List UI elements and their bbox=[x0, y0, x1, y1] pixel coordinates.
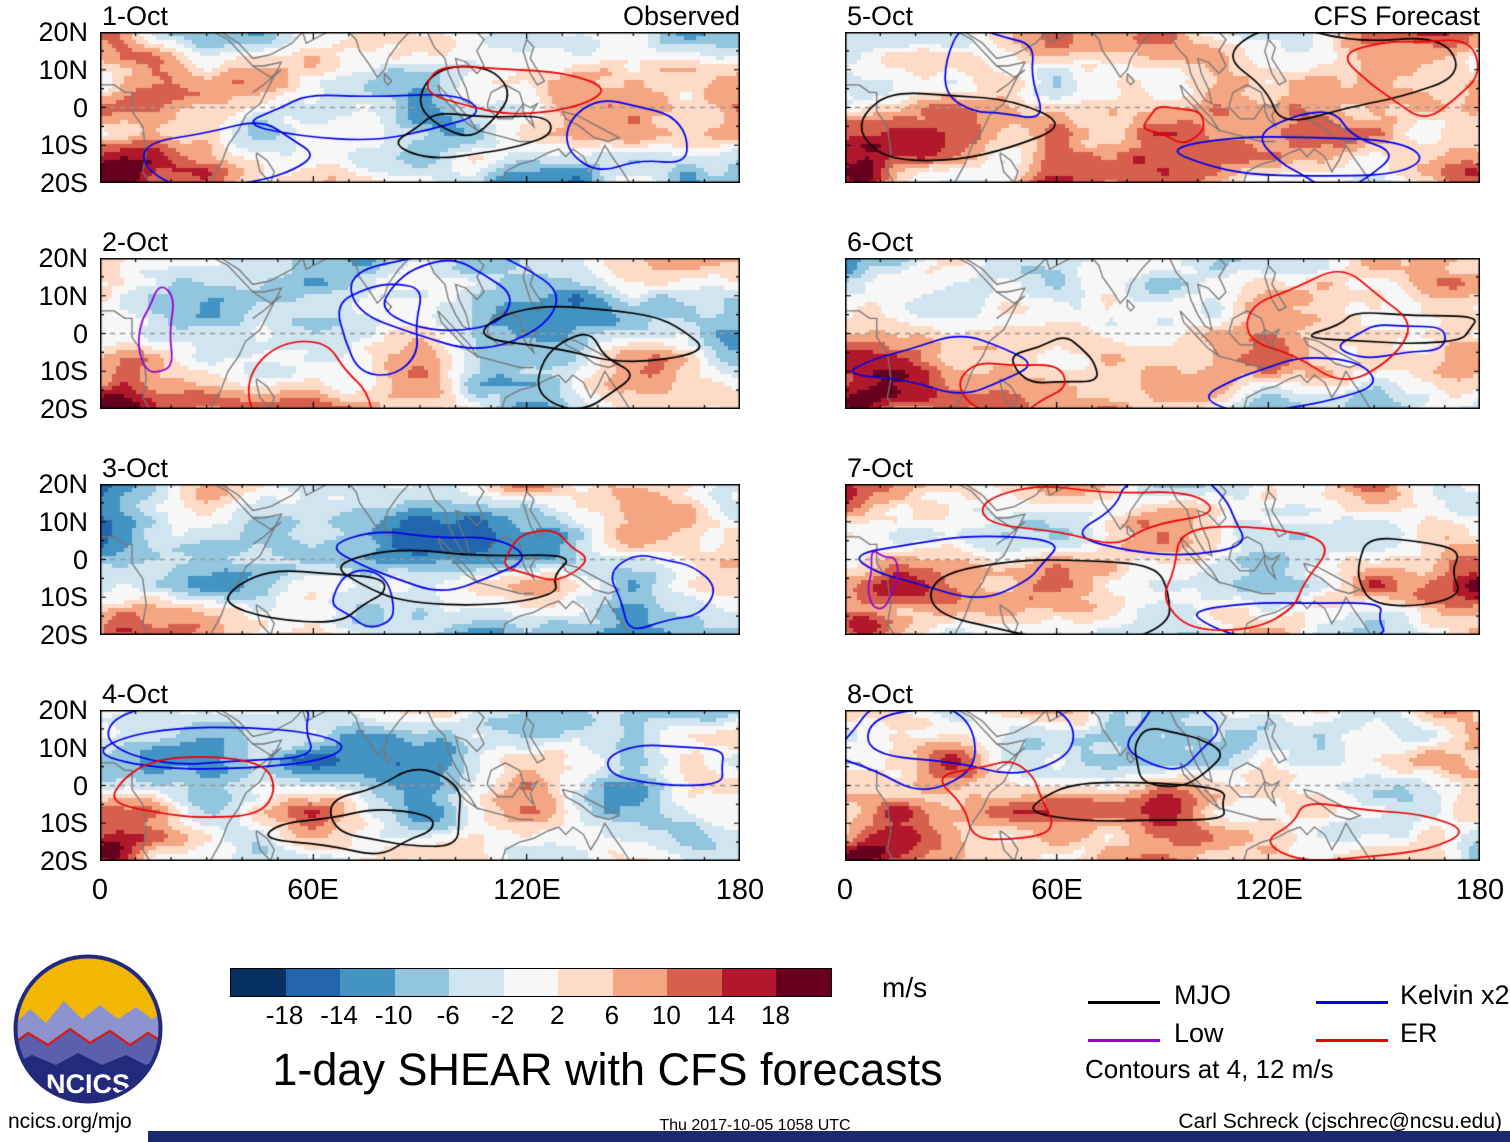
x-tick-label: 60E bbox=[287, 874, 339, 906]
colorbar-segment bbox=[721, 969, 777, 996]
map-panel-1oct: 1-Oct Observed bbox=[100, 1, 740, 183]
panel-date-label: 5-Oct bbox=[847, 1, 914, 31]
y-tick-label: 10N bbox=[38, 280, 88, 311]
y-tick-label: 20N bbox=[38, 17, 88, 47]
y-tick-label: 20N bbox=[38, 469, 88, 499]
colorbar-tick-label: -14 bbox=[320, 1000, 358, 1030]
panel-date-label: 3-Oct bbox=[102, 453, 169, 483]
ncics-logo: NCICS bbox=[13, 954, 163, 1104]
chart-title: 1-day SHEAR with CFS forecasts bbox=[272, 1044, 943, 1095]
y-tick-label: 20N bbox=[38, 243, 88, 273]
colorbar-segment bbox=[503, 969, 559, 996]
colorbar-segment bbox=[776, 969, 832, 996]
y-tick-label: 20N bbox=[38, 695, 88, 725]
panel-date-label: 2-Oct bbox=[102, 227, 169, 257]
x-tick-label: 120E bbox=[493, 874, 561, 906]
forecast-column-title: CFS Forecast bbox=[1313, 1, 1480, 31]
x-tick-label: 60E bbox=[1031, 874, 1083, 906]
logo-ring bbox=[13, 954, 163, 1104]
map-panel-4oct: 4-Oct bbox=[100, 679, 740, 861]
y-tick-label: 10S bbox=[39, 130, 88, 161]
colorbar-segment bbox=[340, 969, 395, 996]
y-tick-label: 10N bbox=[38, 54, 88, 85]
y-tick-label: 20S bbox=[39, 168, 88, 198]
colorbar-segment bbox=[612, 969, 668, 996]
colorbar-tick-label: 6 bbox=[604, 1000, 620, 1030]
y-tick-label: 0 bbox=[72, 92, 88, 123]
y-tick-label: 20S bbox=[39, 620, 88, 650]
panel-date-label: 6-Oct bbox=[847, 227, 914, 257]
y-tick-label: 0 bbox=[72, 544, 88, 575]
panel-date-label: 1-Oct bbox=[102, 1, 169, 31]
x-tick-label: 180 bbox=[715, 874, 765, 906]
low-legend-label: Low bbox=[1174, 1018, 1224, 1048]
map-panel-6oct: 6-Oct bbox=[845, 227, 1480, 409]
bottom-accent-bar bbox=[148, 1131, 1510, 1142]
footer-timestamp: Thu 2017-10-05 1058 UTC bbox=[659, 1117, 851, 1134]
map-panel-5oct: 5-Oct CFS Forecast bbox=[845, 1, 1480, 183]
mjo-line-sample bbox=[1088, 1001, 1160, 1004]
y-tick-label: 10S bbox=[39, 808, 88, 839]
colorbar-tick-label: 10 bbox=[651, 1000, 681, 1030]
observed-column-title: Observed bbox=[622, 1, 740, 31]
y-tick-label: 20S bbox=[39, 394, 88, 424]
kelvin-line-sample bbox=[1316, 1001, 1388, 1004]
colorbar-tick-label: 14 bbox=[706, 1000, 736, 1030]
map-panel-3oct: 3-Oct bbox=[100, 453, 740, 635]
shear-map-canvas bbox=[100, 484, 740, 635]
colorbar-tick-label: -6 bbox=[436, 1000, 460, 1030]
colorbar-segment bbox=[394, 969, 450, 996]
panel-date-label: 8-Oct bbox=[847, 679, 914, 709]
colorbar-segment bbox=[449, 969, 504, 996]
y-tick-label: 20S bbox=[39, 846, 88, 876]
y-tick-label: 10N bbox=[38, 732, 88, 763]
colorbar-tick-label: -2 bbox=[491, 1000, 515, 1030]
kelvin-legend-label: Kelvin x2 bbox=[1400, 980, 1510, 1010]
shear-map-canvas bbox=[845, 32, 1480, 183]
panel-date-label: 7-Oct bbox=[847, 453, 914, 483]
map-panel-7oct: 7-Oct bbox=[845, 453, 1480, 635]
shear-map-canvas bbox=[100, 258, 740, 409]
footer-credit: Carl Schreck (cjschrec@ncsu.edu) bbox=[1178, 1110, 1502, 1133]
colorbar bbox=[230, 968, 832, 997]
low-line-sample bbox=[1088, 1039, 1160, 1042]
colorbar-tick-label: 2 bbox=[550, 1000, 565, 1030]
map-panel-8oct: 8-Oct bbox=[845, 679, 1480, 861]
colorbar-tick-label: -18 bbox=[265, 1000, 304, 1030]
er-line-sample bbox=[1316, 1039, 1388, 1042]
colorbar-unit-label: m/s bbox=[882, 972, 928, 1003]
y-tick-label: 0 bbox=[72, 770, 88, 801]
panel-date-label: 4-Oct bbox=[102, 679, 169, 709]
x-tick-label: 0 bbox=[836, 874, 854, 906]
y-tick-label: 10S bbox=[39, 582, 88, 613]
er-legend-label: ER bbox=[1400, 1018, 1438, 1048]
shear-map-canvas bbox=[100, 32, 740, 183]
y-tick-label: 10N bbox=[38, 506, 88, 537]
shear-map-canvas bbox=[845, 484, 1480, 635]
colorbar-segment bbox=[285, 969, 341, 996]
map-panel-2oct: 2-Oct bbox=[100, 227, 740, 409]
logo-red-line bbox=[15, 1027, 161, 1047]
colorbar-segment bbox=[558, 969, 613, 996]
y-tick-label: 10S bbox=[39, 356, 88, 387]
footer-url: ncics.org/mjo bbox=[8, 1110, 132, 1133]
colorbar-tick-label: 18 bbox=[760, 1000, 790, 1030]
x-tick-label: 180 bbox=[1455, 874, 1505, 906]
shear-map-canvas bbox=[845, 258, 1480, 409]
x-tick-label: 120E bbox=[1235, 874, 1303, 906]
colorbar-segment bbox=[667, 969, 722, 996]
contour-levels-note: Contours at 4, 12 m/s bbox=[1085, 1054, 1334, 1084]
shear-map-canvas bbox=[845, 710, 1480, 861]
x-tick-label: 0 bbox=[91, 874, 109, 906]
y-tick-label: 0 bbox=[72, 318, 88, 349]
shear-map-canvas bbox=[100, 710, 740, 861]
mjo-legend-label: MJO bbox=[1174, 980, 1231, 1010]
colorbar-tick-label: -10 bbox=[374, 1000, 413, 1030]
colorbar-segment bbox=[231, 969, 286, 996]
